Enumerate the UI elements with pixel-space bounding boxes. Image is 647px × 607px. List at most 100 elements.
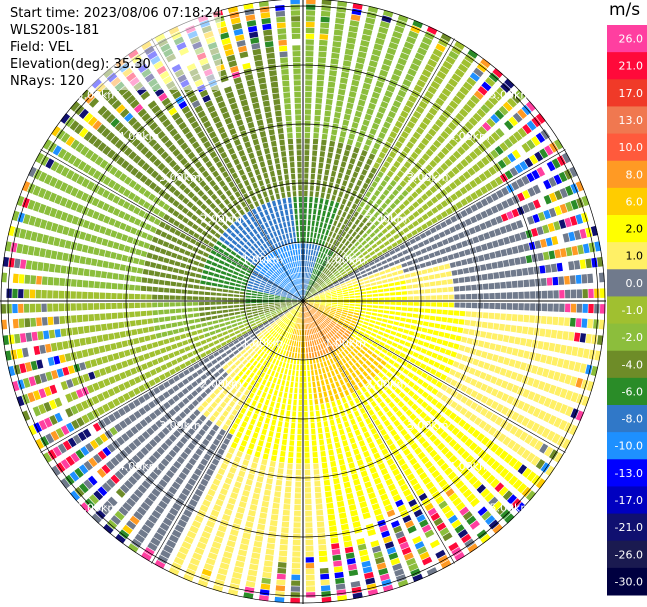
velocity-bin bbox=[331, 305, 337, 308]
velocity-bin bbox=[336, 148, 342, 155]
velocity-bin bbox=[140, 302, 146, 308]
velocity-bin bbox=[448, 100, 459, 110]
velocity-bin bbox=[286, 298, 292, 300]
velocity-bin bbox=[303, 301, 307, 305]
velocity-bin bbox=[281, 380, 286, 386]
velocity-bin bbox=[304, 330, 307, 336]
velocity-bin bbox=[412, 57, 422, 67]
velocity-bin bbox=[490, 192, 499, 202]
velocity-bin bbox=[212, 277, 219, 282]
velocity-bin bbox=[321, 0, 332, 6]
velocity-bin bbox=[298, 347, 301, 353]
velocity-bin bbox=[294, 304, 299, 309]
velocity-bin bbox=[261, 459, 268, 466]
velocity-bin bbox=[495, 303, 501, 310]
velocity-bin bbox=[353, 410, 360, 418]
velocity-bin bbox=[209, 367, 217, 374]
velocity-bin bbox=[484, 220, 493, 229]
velocity-bin bbox=[336, 374, 342, 380]
velocity-bin bbox=[263, 293, 269, 296]
velocity-bin bbox=[309, 273, 312, 279]
velocity-bin bbox=[261, 391, 267, 398]
velocity-bin bbox=[294, 498, 301, 505]
velocity-bin bbox=[342, 535, 352, 542]
velocity-bin bbox=[332, 239, 338, 246]
velocity-bin bbox=[266, 381, 271, 388]
velocity-bin bbox=[457, 63, 469, 74]
velocity-bin bbox=[110, 342, 117, 351]
velocity-bin bbox=[324, 378, 329, 385]
velocity-bin bbox=[407, 390, 415, 397]
velocity-bin bbox=[331, 295, 338, 298]
velocity-bin bbox=[486, 135, 496, 146]
velocity-bin bbox=[252, 456, 260, 464]
velocity-bin bbox=[283, 392, 288, 399]
velocity-bin bbox=[310, 422, 316, 429]
velocity-bin bbox=[373, 43, 383, 51]
velocity-bin bbox=[329, 274, 334, 279]
velocity-bin bbox=[138, 407, 147, 416]
velocity-bin bbox=[205, 557, 216, 566]
velocity-bin bbox=[404, 341, 411, 348]
velocity-bin bbox=[489, 342, 496, 351]
velocity-bin bbox=[319, 337, 324, 343]
velocity-bin bbox=[425, 112, 435, 121]
velocity-bin bbox=[424, 529, 435, 539]
velocity-bin bbox=[370, 316, 377, 320]
velocity-bin bbox=[479, 222, 487, 231]
velocity-bin bbox=[220, 327, 227, 332]
velocity-bin bbox=[309, 243, 312, 250]
velocity-bin bbox=[246, 515, 255, 523]
velocity-bin bbox=[313, 363, 317, 370]
velocity-bin bbox=[455, 162, 465, 172]
velocity-bin bbox=[449, 226, 457, 234]
velocity-bin bbox=[537, 182, 547, 192]
velocity-bin bbox=[307, 294, 313, 298]
velocity-bin bbox=[16, 395, 25, 407]
velocity-bin bbox=[291, 417, 296, 423]
velocity-bin bbox=[225, 349, 232, 355]
velocity-bin bbox=[341, 351, 347, 357]
velocity-bin bbox=[393, 337, 400, 343]
velocity-bin bbox=[408, 330, 415, 336]
velocity-bin bbox=[419, 333, 426, 340]
velocity-bin bbox=[365, 311, 372, 315]
velocity-bin bbox=[372, 297, 379, 301]
velocity-bin bbox=[498, 105, 509, 116]
velocity-bin bbox=[278, 312, 284, 317]
velocity-bin bbox=[402, 488, 412, 497]
velocity-bin bbox=[451, 166, 460, 175]
velocity-bin bbox=[319, 272, 323, 278]
velocity-bin bbox=[273, 365, 278, 371]
velocity-bin bbox=[228, 414, 235, 421]
velocity-bin bbox=[442, 174, 451, 183]
velocity-bin bbox=[357, 342, 364, 348]
velocity-bin bbox=[191, 380, 198, 388]
velocity-bin bbox=[306, 329, 309, 336]
velocity-bin bbox=[340, 161, 347, 168]
velocity-bin bbox=[466, 76, 477, 87]
velocity-bin bbox=[314, 351, 318, 358]
velocity-bin bbox=[469, 348, 477, 355]
velocity-bin bbox=[108, 261, 115, 269]
velocity-bin bbox=[70, 291, 76, 299]
velocity-bin bbox=[191, 399, 199, 407]
velocity-bin bbox=[262, 404, 268, 411]
velocity-bin bbox=[56, 341, 64, 351]
velocity-bin bbox=[155, 263, 162, 270]
velocity-bin bbox=[329, 395, 335, 402]
velocity-bin bbox=[539, 443, 549, 454]
velocity-bin bbox=[172, 445, 181, 454]
velocity-bin bbox=[409, 357, 417, 364]
velocity-bin bbox=[386, 410, 394, 418]
velocity-bin bbox=[76, 279, 83, 288]
velocity-bin bbox=[184, 535, 194, 545]
velocity-bin bbox=[214, 363, 221, 370]
velocity-bin bbox=[329, 237, 334, 244]
velocity-bin bbox=[351, 320, 357, 324]
velocity-bin bbox=[377, 423, 384, 431]
velocity-bin bbox=[489, 179, 499, 189]
velocity-bin bbox=[386, 351, 393, 357]
velocity-bin bbox=[206, 321, 213, 326]
velocity-bin bbox=[233, 301, 239, 304]
